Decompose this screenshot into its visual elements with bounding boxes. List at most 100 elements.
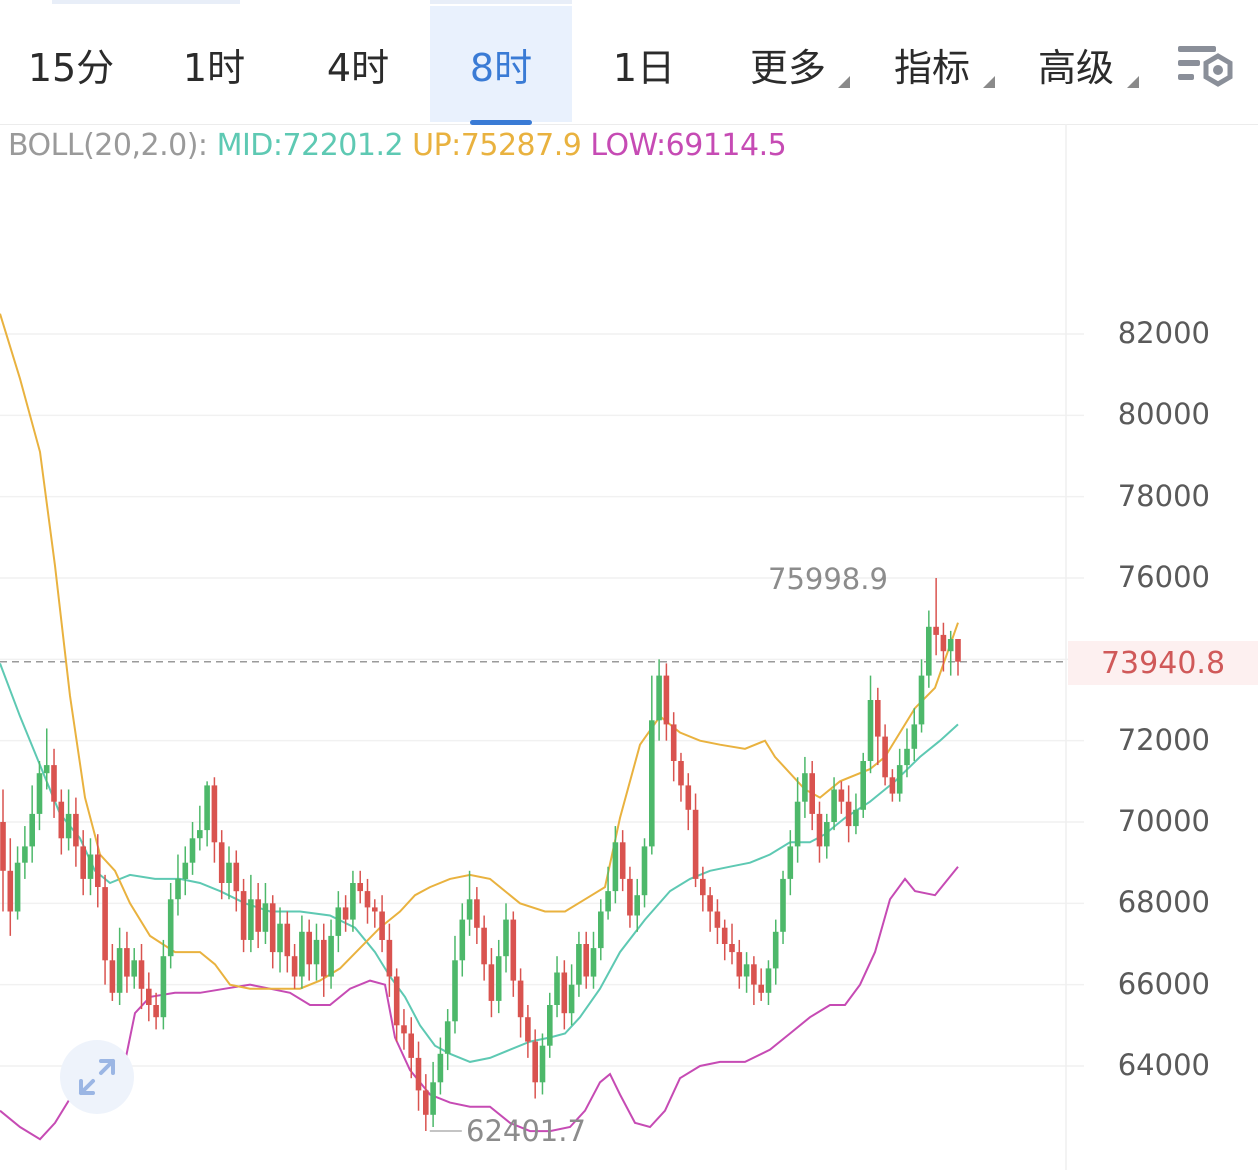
candle (918, 659, 925, 733)
advanced-dropdown-label: 高级 (1037, 45, 1114, 90)
indicators-dropdown-label: 指标 (893, 45, 970, 90)
candle (364, 878, 371, 924)
candle (357, 870, 363, 904)
candle-body (488, 964, 495, 1001)
candle (619, 830, 626, 892)
candle-body (889, 777, 896, 794)
candle (547, 992, 553, 1058)
candle-body (335, 907, 342, 936)
candle (532, 1029, 538, 1099)
candle-body (547, 1005, 553, 1046)
candle-body (95, 854, 101, 887)
candle (940, 622, 947, 672)
candle-body (663, 675, 670, 725)
candle-body (386, 939, 393, 977)
candle (43, 728, 50, 790)
chart-grid (0, 124, 1084, 1170)
candle-body (218, 842, 225, 883)
candle (146, 972, 152, 1022)
candle-body (845, 801, 852, 827)
candle (816, 801, 823, 863)
candle-body (299, 931, 305, 977)
candle (707, 887, 713, 932)
candle (488, 948, 495, 1018)
more-dropdown[interactable]: 更多 (716, 6, 860, 122)
y-tick-label: 70000 (1117, 804, 1210, 838)
candle (714, 899, 721, 944)
candle (379, 895, 385, 953)
candle-body (437, 1053, 444, 1083)
candle (736, 939, 743, 989)
candle-body (896, 765, 903, 794)
chart-annotations (429, 1130, 462, 1132)
candle (14, 846, 21, 920)
candle (678, 752, 684, 802)
candle (933, 578, 939, 656)
candle (80, 830, 86, 896)
tab-8h[interactable]: 8时 (430, 6, 572, 125)
current-price-value: 73940.8 (1100, 645, 1226, 681)
candle (824, 813, 830, 859)
candle-body (408, 1033, 414, 1058)
chart-settings-icon[interactable] (1172, 40, 1236, 96)
candle (102, 874, 108, 985)
candle (576, 931, 582, 997)
candle-body (313, 939, 320, 965)
candle (277, 907, 283, 973)
candle (160, 939, 167, 1030)
boll-mid-line (0, 663, 959, 1063)
tab-1h[interactable]: 1时 (142, 6, 286, 122)
candle-body (124, 948, 130, 977)
candle-body (707, 895, 713, 912)
candle-body (772, 931, 779, 969)
candle-body (561, 972, 568, 1014)
tab-1d-label: 1日 (612, 45, 676, 90)
expand-arrows-icon (79, 1059, 115, 1095)
candle (269, 895, 276, 969)
candle (51, 748, 57, 818)
candle-body (714, 911, 721, 928)
candle-body (357, 883, 363, 892)
candle (29, 785, 35, 863)
candle-body (612, 842, 619, 892)
candle (466, 870, 473, 936)
timeframe-toolbar: 15分 1时 4时 8时 1日 更多 指标 高级 (0, 0, 1258, 125)
tab-1d[interactable]: 1日 (572, 6, 716, 122)
more-dropdown-label: 更多 (749, 45, 826, 90)
candle-body (568, 984, 575, 1014)
candle (218, 830, 225, 900)
candle-body (423, 1090, 429, 1115)
candle (284, 911, 291, 973)
candle-body (65, 813, 72, 839)
candle (955, 639, 961, 676)
candle-body (955, 639, 961, 662)
candle-body (940, 634, 947, 652)
candle-body (51, 765, 57, 802)
candle-body (853, 809, 859, 827)
candle-body (379, 911, 385, 940)
candle-body (401, 1025, 407, 1034)
tab-15min[interactable]: 15分 (0, 6, 142, 122)
candle-body (342, 907, 349, 920)
boll-legend-name: BOLL(20,2.0): (8, 128, 208, 163)
candle (95, 834, 101, 908)
candle-body (306, 931, 312, 965)
candle (459, 903, 466, 977)
candle-body (495, 956, 502, 1001)
expand-chart-button[interactable] (60, 1040, 134, 1114)
candle (758, 968, 764, 1001)
candle (175, 854, 181, 916)
candle (36, 761, 43, 831)
candle (313, 923, 320, 981)
candle (109, 944, 116, 1001)
candle-body (576, 944, 582, 985)
candle (845, 785, 852, 843)
tab-8h-label: 8时 (469, 45, 533, 90)
tab-4h[interactable]: 4时 (286, 6, 430, 122)
indicators-dropdown[interactable]: 指标 (860, 6, 1004, 122)
candle (299, 915, 305, 989)
advanced-dropdown[interactable]: 高级 (1004, 6, 1148, 122)
candle (189, 822, 196, 875)
candle-body (444, 1021, 451, 1054)
